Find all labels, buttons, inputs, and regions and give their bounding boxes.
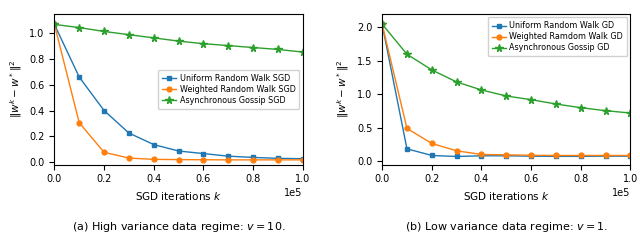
Asynchronous Gossip GD bbox=[552, 103, 560, 106]
Weighted Ramdom Walk GD bbox=[527, 154, 535, 157]
Uniform Random Walk GD bbox=[627, 155, 634, 157]
Uniform Random Walk GD bbox=[527, 155, 535, 157]
Asynchronous Gossip SGD bbox=[299, 51, 307, 53]
Weighted Random Walk SGD bbox=[200, 158, 207, 161]
Weighted Random Walk SGD bbox=[125, 157, 132, 160]
Asynchronous Gossip SGD bbox=[225, 44, 232, 47]
Uniform Random Walk SGD bbox=[225, 155, 232, 157]
Line: Weighted Ramdom Walk GD: Weighted Ramdom Walk GD bbox=[380, 22, 633, 158]
Asynchronous Gossip GD bbox=[452, 81, 460, 83]
Asynchronous Gossip SGD bbox=[51, 23, 58, 26]
Uniform Random Walk GD bbox=[477, 154, 485, 157]
Asynchronous Gossip SGD bbox=[200, 42, 207, 45]
Uniform Random Walk SGD bbox=[200, 152, 207, 155]
Asynchronous Gossip GD bbox=[378, 23, 386, 26]
Line: Uniform Random Walk GD: Uniform Random Walk GD bbox=[380, 22, 633, 159]
Uniform Random Walk GD bbox=[378, 23, 386, 26]
Uniform Random Walk GD bbox=[602, 155, 609, 157]
Weighted Random Walk SGD bbox=[249, 158, 257, 161]
Weighted Ramdom Walk GD bbox=[602, 154, 609, 157]
Uniform Random Walk GD bbox=[577, 155, 584, 158]
Asynchronous Gossip GD bbox=[477, 89, 485, 91]
Asynchronous Gossip GD bbox=[502, 94, 510, 97]
Weighted Ramdom Walk GD bbox=[577, 154, 584, 157]
Y-axis label: $\|w^k - w^*\|^2$: $\|w^k - w^*\|^2$ bbox=[335, 60, 351, 118]
Uniform Random Walk SGD bbox=[51, 23, 58, 26]
Uniform Random Walk SGD bbox=[299, 157, 307, 160]
Asynchronous Gossip GD bbox=[602, 109, 609, 112]
Weighted Ramdom Walk GD bbox=[502, 153, 510, 156]
Line: Asynchronous Gossip GD: Asynchronous Gossip GD bbox=[378, 20, 634, 117]
Asynchronous Gossip SGD bbox=[125, 33, 132, 36]
Uniform Random Walk SGD bbox=[249, 156, 257, 159]
Weighted Ramdom Walk GD bbox=[428, 142, 436, 145]
Text: (a) High variance data regime: $v = 10$.: (a) High variance data regime: $v = 10$. bbox=[72, 220, 285, 234]
Asynchronous Gossip GD bbox=[527, 98, 535, 101]
Uniform Random Walk GD bbox=[403, 147, 411, 150]
Text: (b) Low variance data regime: $v = 1$.: (b) Low variance data regime: $v = 1$. bbox=[404, 220, 608, 234]
Weighted Ramdom Walk GD bbox=[477, 153, 485, 156]
Weighted Ramdom Walk GD bbox=[627, 154, 634, 157]
Legend: Uniform Random Walk GD, Weighted Ramdom Walk GD, Asynchronous Gossip GD: Uniform Random Walk GD, Weighted Ramdom … bbox=[488, 17, 627, 56]
Line: Uniform Random Walk SGD: Uniform Random Walk SGD bbox=[52, 22, 305, 161]
Asynchronous Gossip GD bbox=[577, 106, 584, 109]
Uniform Random Walk SGD bbox=[274, 157, 282, 160]
X-axis label: SGD iterations $k$: SGD iterations $k$ bbox=[135, 190, 222, 202]
Weighted Random Walk SGD bbox=[150, 158, 157, 161]
Uniform Random Walk SGD bbox=[125, 132, 132, 134]
Asynchronous Gossip GD bbox=[403, 53, 411, 56]
Weighted Random Walk SGD bbox=[225, 158, 232, 161]
Asynchronous Gossip SGD bbox=[76, 26, 83, 29]
Asynchronous Gossip SGD bbox=[249, 46, 257, 49]
Asynchronous Gossip GD bbox=[627, 112, 634, 114]
Weighted Random Walk SGD bbox=[274, 158, 282, 161]
Asynchronous Gossip GD bbox=[428, 69, 436, 71]
Uniform Random Walk GD bbox=[428, 154, 436, 157]
Weighted Random Walk SGD bbox=[299, 158, 307, 161]
Asynchronous Gossip SGD bbox=[100, 30, 108, 33]
X-axis label: SGD iterations $k$: SGD iterations $k$ bbox=[463, 190, 550, 202]
Weighted Ramdom Walk GD bbox=[378, 23, 386, 26]
Weighted Ramdom Walk GD bbox=[403, 127, 411, 130]
Asynchronous Gossip SGD bbox=[150, 36, 157, 39]
Asynchronous Gossip SGD bbox=[274, 48, 282, 51]
Uniform Random Walk SGD bbox=[76, 76, 83, 78]
Weighted Ramdom Walk GD bbox=[452, 149, 460, 152]
Line: Weighted Random Walk SGD: Weighted Random Walk SGD bbox=[52, 22, 305, 162]
Asynchronous Gossip SGD bbox=[175, 40, 182, 43]
Uniform Random Walk GD bbox=[502, 154, 510, 157]
Weighted Random Walk SGD bbox=[51, 23, 58, 26]
Weighted Random Walk SGD bbox=[100, 151, 108, 154]
Uniform Random Walk GD bbox=[452, 155, 460, 158]
Uniform Random Walk SGD bbox=[175, 150, 182, 153]
Weighted Ramdom Walk GD bbox=[552, 154, 560, 157]
Y-axis label: $\|w^k - w^*\|^2$: $\|w^k - w^*\|^2$ bbox=[8, 60, 24, 118]
Line: Asynchronous Gossip SGD: Asynchronous Gossip SGD bbox=[51, 21, 307, 56]
Uniform Random Walk GD bbox=[552, 155, 560, 158]
Legend: Uniform Random Walk SGD, Weighted Random Walk SGD, Asynchronous Gossip SGD: Uniform Random Walk SGD, Weighted Random… bbox=[158, 70, 300, 109]
Weighted Random Walk SGD bbox=[76, 121, 83, 124]
Uniform Random Walk SGD bbox=[100, 109, 108, 112]
Weighted Random Walk SGD bbox=[175, 158, 182, 161]
Uniform Random Walk SGD bbox=[150, 143, 157, 146]
